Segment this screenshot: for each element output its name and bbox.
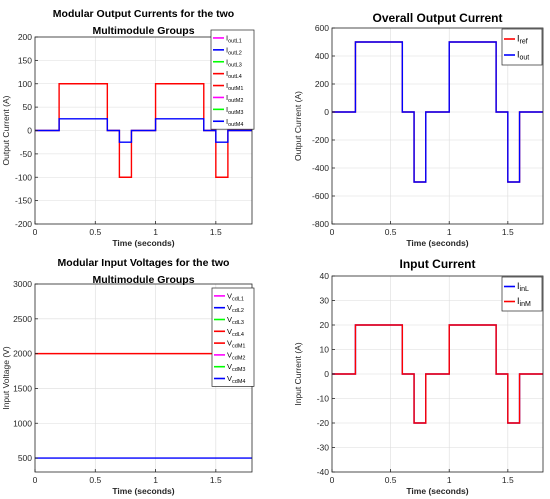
chart-4-y-tick-label-7: 30 (320, 296, 330, 306)
chart-2: 0 0.5 1 1.5 -800 -600 -400 -200 0 200 400 600 Time (… (293, 11, 544, 248)
chart-1-legend: IoutL1IoutL2IoutL3IoutL4IoutM1IoutM2Iout… (210, 29, 255, 130)
chart-3-y-tick-label-2: 1500 (13, 383, 32, 393)
chart-1-series-i-outm4-line (35, 118, 252, 143)
chart-1-y-tick-label-8: 200 (18, 32, 32, 42)
chart-3-y-tick-label-0: 500 (18, 453, 32, 463)
chart-1: 0 0.5 1 1.5 -200 -150 -100 -50 0 50 100 150 200 Time … (1, 8, 255, 248)
chart-3-x-axis-label: Time (seconds) (112, 486, 174, 496)
chart-1-y-tick-label-5: 50 (23, 102, 33, 112)
chart-4-title-line-1: Input Current (400, 257, 476, 271)
chart-4-y-tick-label-2: -20 (317, 418, 330, 428)
chart-1-legend-label-7: IoutM4 (226, 117, 243, 128)
chart-3-legend-label-5: VcdM2 (227, 350, 245, 361)
chart-1-title-line-1: Modular Output Currents for the two (53, 8, 234, 20)
chart-3-legend-label-1: VcdL2 (227, 303, 244, 314)
chart-4-series-i-inm-line (332, 324, 543, 424)
chart-3-x-tick-label-1: 0.5 (89, 475, 101, 485)
chart-1-legend-box (210, 29, 255, 130)
chart-1-y-tick-label-7: 150 (18, 55, 32, 65)
chart-1-y-tick-label-4: 0 (27, 126, 32, 136)
chart-2-y-tick-label-0: -800 (312, 219, 329, 229)
chart-1-y-tick-label-1: -150 (15, 196, 32, 206)
chart-1-legend-label-2: IoutL3 (226, 57, 242, 68)
chart-4-y-tick-label-8: 40 (320, 271, 330, 281)
chart-4-x-tick-label-0: 0 (330, 475, 335, 485)
chart-3-y-tick-label-1: 1000 (13, 418, 32, 428)
chart-3-y-tick-label-4: 2500 (13, 314, 32, 324)
chart-4-x-tick-label-1: 0.5 (385, 475, 397, 485)
chart-3-legend-label-3: VcdL4 (227, 327, 244, 338)
chart-2-y-axis-label: Output Current (A) (293, 91, 303, 161)
chart-1-legend-label-1: IoutL2 (226, 45, 242, 56)
chart-2-y-tick-label-6: 400 (315, 51, 329, 61)
chart-1-x-tick-label-0: 0 (33, 227, 38, 237)
chart-2-title-line-1: Overall Output Current (372, 11, 502, 25)
chart-1-legend-label-3: IoutL4 (226, 69, 242, 80)
chart-1-legend-label-0: IoutL1 (226, 33, 242, 44)
chart-4-y-tick-label-5: 10 (320, 345, 330, 355)
chart-2-x-tick-label-1: 0.5 (385, 227, 397, 237)
chart-4-y-tick-label-3: -10 (317, 394, 330, 404)
chart-2-x-tick-label-2: 1 (447, 227, 452, 237)
chart-3-legend-label-6: VcdM3 (227, 362, 245, 373)
chart-3-legend-box (211, 287, 255, 387)
chart-1-y-axis-label: Output Current (A) (1, 95, 11, 165)
chart-4-y-axis-label: Input Current (A) (293, 342, 303, 405)
chart-3-legend-label-7: VcdM4 (227, 374, 245, 385)
chart-3: 0 0.5 1 1.5 500 1000 1500 2000 2500 3000 Time (sec… (1, 257, 255, 496)
chart-1-x-axis-label: Time (seconds) (112, 238, 174, 248)
chart-4-y-tick-label-1: -30 (317, 443, 330, 453)
chart-1-legend-label-4: IoutM1 (226, 81, 243, 92)
chart-1-y-tick-label-6: 100 (18, 79, 32, 89)
chart-4-legend-label-1: IinM (517, 296, 531, 308)
chart-3-legend-label-2: VcdL3 (227, 315, 244, 326)
chart-4-y-tick-label-6: 20 (320, 320, 330, 330)
chart-4-legend-box (501, 276, 543, 312)
chart-2-y-tick-label-1: -600 (312, 191, 329, 201)
chart-3-legend-label-4: VcdM1 (227, 339, 245, 350)
chart-1-y-tick-label-0: -200 (15, 219, 32, 229)
chart-3-y-axis-label: Input Voltage (V) (1, 346, 11, 409)
chart-2-legend-label-1: Iout (517, 50, 529, 62)
chart-2-x-axis-label: Time (seconds) (406, 238, 468, 248)
chart-4-y-tick-label-0: -40 (317, 467, 330, 477)
chart-4-y-tick-label-4: 0 (324, 369, 329, 379)
chart-1-y-tick-label-3: -50 (20, 149, 33, 159)
chart-1-x-tick-label-2: 1 (153, 227, 158, 237)
chart-3-title-line-2: Multimodule Groups (92, 274, 194, 286)
chart-3-y-tick-label-5: 3000 (13, 279, 32, 289)
chart-3-title-line-1: Modular Input Voltages for the two (58, 257, 230, 269)
chart-2-y-tick-label-7: 600 (315, 23, 329, 33)
chart-1-legend-label-5: IoutM2 (226, 93, 243, 104)
chart-4: 0 0.5 1 1.5 -40 -30 -20 -10 0 10 20 30 40 Time (secon… (293, 257, 544, 496)
chart-1-y-tick-label-2: -100 (15, 172, 32, 182)
chart-2-legend: Iref Iout (501, 28, 543, 66)
chart-4-legend-label-0: IinL (517, 281, 529, 293)
chart-1-x-tick-label-1: 0.5 (89, 227, 101, 237)
chart-2-y-tick-label-5: 200 (315, 79, 329, 89)
chart-3-y-tick-label-3: 2000 (13, 349, 32, 359)
chart-2-legend-box (501, 28, 543, 66)
chart-1-title-line-2: Multimodule Groups (92, 25, 194, 37)
chart-2-y-tick-label-4: 0 (324, 107, 329, 117)
chart-4-x-axis-label: Time (seconds) (406, 486, 468, 496)
chart-2-axes-frame (331, 27, 544, 225)
chart-2-x-tick-label-3: 1.5 (502, 227, 514, 237)
chart-4-x-tick-label-3: 1.5 (502, 475, 514, 485)
chart-3-x-tick-label-3: 1.5 (210, 475, 222, 485)
chart-3-x-tick-label-2: 1 (153, 475, 158, 485)
chart-1-x-tick-label-3: 1.5 (210, 227, 222, 237)
chart-2-legend-label-0: Iref (517, 34, 528, 46)
chart-2-y-tick-label-2: -400 (312, 163, 329, 173)
chart-4-x-tick-label-2: 1 (447, 475, 452, 485)
chart-2-y-tick-label-3: -200 (312, 135, 329, 145)
chart-3-x-tick-label-0: 0 (33, 475, 38, 485)
chart-3-legend-label-0: VcdL1 (227, 291, 244, 302)
chart-2-series-i-out-line (332, 41, 543, 183)
chart-4-legend: IinL IinM (501, 276, 543, 312)
chart-2-x-tick-label-0: 0 (330, 227, 335, 237)
chart-1-legend-label-6: IoutM3 (226, 105, 243, 116)
